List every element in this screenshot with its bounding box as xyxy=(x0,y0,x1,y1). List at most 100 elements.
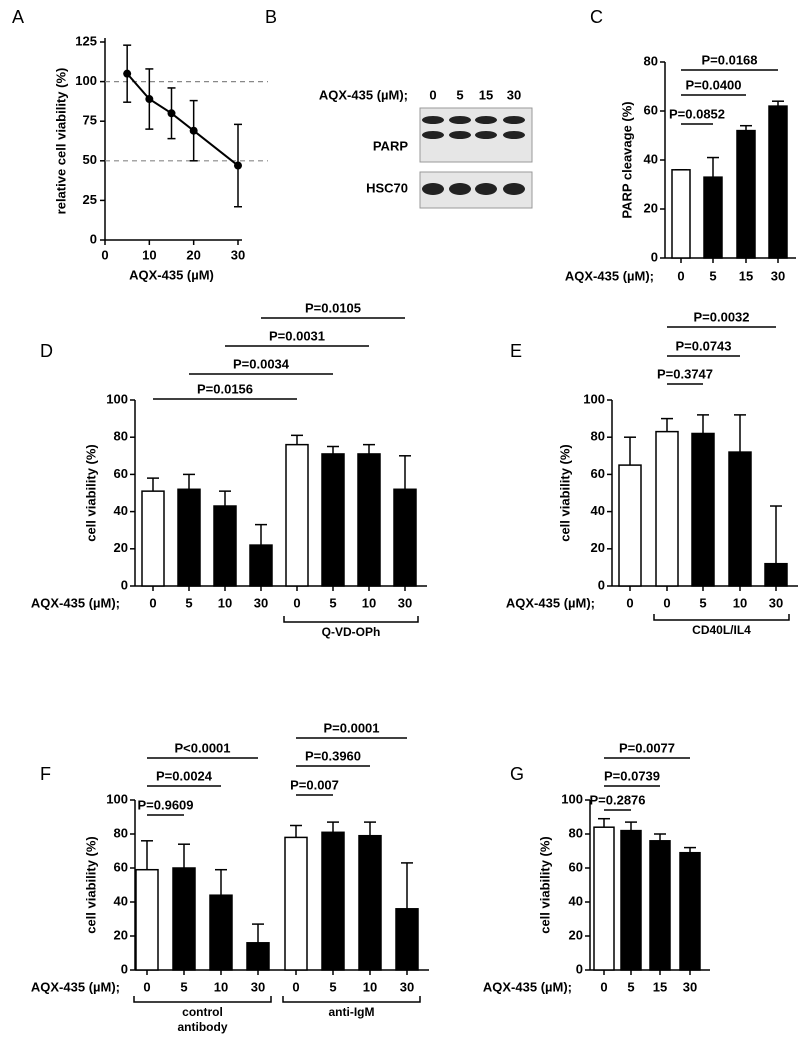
x-tick-label: 30 xyxy=(769,595,783,610)
x-tick-label: 10 xyxy=(362,595,376,610)
bar xyxy=(703,176,723,259)
x-tick-label: 0 xyxy=(149,595,156,610)
x-tick-label: 0 xyxy=(600,979,607,994)
x-tick-label: 10 xyxy=(733,595,747,610)
x-tick-label: 5 xyxy=(627,979,634,994)
y-tick-label: 0 xyxy=(121,577,128,592)
y-tick-label: 20 xyxy=(114,540,128,555)
p-value: P=0.3747 xyxy=(657,366,713,381)
x-axis-label: AQX-435 (µM); xyxy=(31,979,120,994)
lane-label: 5 xyxy=(456,87,463,102)
y-tick-label: 20 xyxy=(569,927,583,942)
group-label: anti-IgM xyxy=(328,1005,375,1019)
bar xyxy=(764,562,788,587)
y-tick-label: 0 xyxy=(598,577,605,592)
bar xyxy=(177,488,201,587)
row-label: PARP xyxy=(373,138,408,153)
x-tick-label: 0 xyxy=(677,268,684,283)
bar xyxy=(249,544,273,587)
bar xyxy=(728,451,752,587)
bar xyxy=(213,505,237,587)
y-tick-label: 100 xyxy=(583,391,605,406)
y-tick-label: 40 xyxy=(114,503,128,518)
band xyxy=(475,116,497,124)
bar xyxy=(321,831,345,971)
y-tick-label: 80 xyxy=(591,429,605,444)
p-value: P=0.0105 xyxy=(305,300,361,315)
bar xyxy=(357,453,381,587)
lane-label: 15 xyxy=(479,87,493,102)
x-tick-label: 30 xyxy=(400,979,414,994)
y-axis-label: relative cell viability (%) xyxy=(53,68,68,215)
x-tick-label: 30 xyxy=(398,595,412,610)
p-value: P=0.0168 xyxy=(701,52,757,67)
bar xyxy=(649,840,671,971)
y-tick-label: 80 xyxy=(114,429,128,444)
y-axis-label: cell viability (%) xyxy=(557,444,572,542)
bar xyxy=(655,430,679,587)
bar xyxy=(358,834,382,971)
y-tick-label: 80 xyxy=(644,53,658,68)
panel-label: G xyxy=(510,764,524,784)
group-label-box: CD40L/IL4 xyxy=(692,623,751,637)
x-tick-label: 0 xyxy=(101,247,108,262)
x-tick-label: 15 xyxy=(739,268,753,283)
group-label: Q-VD-OPh xyxy=(321,625,381,639)
x-tick-label: 5 xyxy=(709,268,716,283)
y-tick-label: 75 xyxy=(83,113,97,128)
x-tick-label: 30 xyxy=(683,979,697,994)
lane-label: 0 xyxy=(429,87,436,102)
x-tick-label: 0 xyxy=(626,595,633,610)
panel-label: C xyxy=(590,7,603,27)
y-tick-label: 80 xyxy=(569,825,583,840)
x-tick-label: 0 xyxy=(293,595,300,610)
y-tick-label: 0 xyxy=(90,231,97,246)
x-tick-label: 30 xyxy=(251,979,265,994)
band xyxy=(422,183,444,195)
p-value: P=0.0001 xyxy=(323,720,379,735)
y-tick-label: 40 xyxy=(591,503,605,518)
x-tick-label: 10 xyxy=(214,979,228,994)
y-tick-label: 25 xyxy=(83,192,97,207)
group-label: control antibody xyxy=(177,1005,228,1034)
y-tick-label: 20 xyxy=(591,540,605,555)
y-tick-label: 80 xyxy=(114,825,128,840)
x-tick-label: 10 xyxy=(363,979,377,994)
bar xyxy=(285,443,309,587)
x-tick-label: 5 xyxy=(699,595,706,610)
bar xyxy=(620,829,642,971)
y-tick-label: 40 xyxy=(569,893,583,908)
band xyxy=(422,131,444,139)
x-tick-label: 10 xyxy=(218,595,232,610)
y-tick-label: 60 xyxy=(644,102,658,117)
y-tick-label: 60 xyxy=(591,466,605,481)
band xyxy=(449,116,471,124)
y-tick-label: 20 xyxy=(644,200,658,215)
y-tick-label: 40 xyxy=(644,151,658,166)
group-bracket xyxy=(282,996,421,1003)
panel-label: F xyxy=(40,764,51,784)
y-tick-label: 20 xyxy=(114,927,128,942)
data-point xyxy=(167,109,176,118)
bar xyxy=(671,169,691,259)
y-tick-label: 60 xyxy=(569,859,583,874)
bar xyxy=(679,851,701,971)
bar xyxy=(135,868,159,971)
y-tick-label: 60 xyxy=(114,466,128,481)
group-label-box: control antibody xyxy=(177,1005,228,1034)
panel-label: A xyxy=(12,7,24,27)
y-axis-label: cell viability (%) xyxy=(83,836,98,934)
x-tick-label: 30 xyxy=(231,247,245,262)
bar xyxy=(209,894,233,971)
bar xyxy=(172,867,196,971)
x-tick-label: 0 xyxy=(663,595,670,610)
bar xyxy=(246,942,270,971)
x-tick-label: 10 xyxy=(142,247,156,262)
bar xyxy=(768,105,788,259)
band xyxy=(475,183,497,195)
data-point xyxy=(234,161,242,170)
y-tick-label: 0 xyxy=(121,961,128,976)
group-label-box: anti-IgM xyxy=(328,1005,375,1019)
x-tick-label: 30 xyxy=(254,595,268,610)
